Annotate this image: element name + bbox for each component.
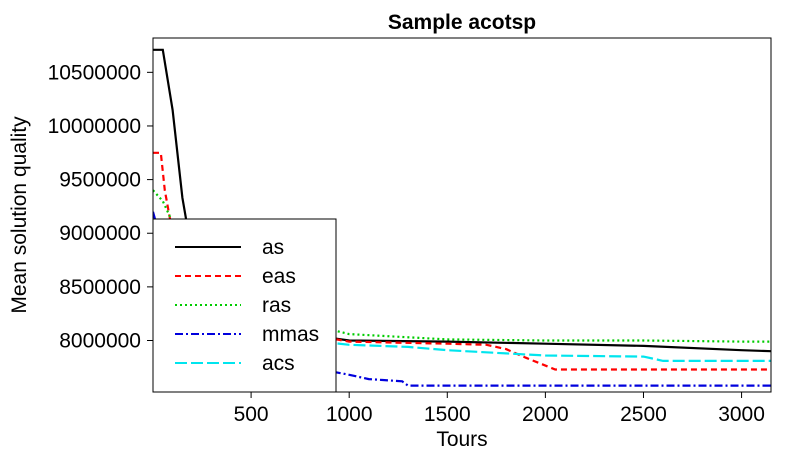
legend-label-as: as <box>262 236 284 259</box>
plot-frame <box>152 37 772 393</box>
x-tick-label: 2500 <box>620 403 667 426</box>
legend-label-ras: ras <box>262 294 291 317</box>
x-tick-label: 2000 <box>522 403 569 426</box>
x-axis: 500 1000 1500 2000 2500 3000 <box>234 392 765 426</box>
legend-label-mmas: mmas <box>262 323 319 346</box>
series-line-eas <box>153 151 771 371</box>
x-tick-label: 1500 <box>424 403 471 426</box>
y-tick-label: 9000000 <box>59 222 141 245</box>
legend-label-eas: eas <box>262 265 296 288</box>
y-tick-label: 8500000 <box>59 276 141 299</box>
series-line-acs <box>153 232 771 362</box>
x-tick-label: 1000 <box>326 403 373 426</box>
y-tick-label: 8000000 <box>59 330 141 353</box>
y-axis-label: Mean solution quality <box>8 116 31 314</box>
chart-title: Sample acotsp <box>388 11 536 34</box>
legend-label-acs: acs <box>262 352 295 375</box>
y-tick-label: 10000000 <box>48 115 141 138</box>
x-axis-label: Tours <box>436 428 487 450</box>
legend: as eas ras mmas acs <box>152 218 337 393</box>
x-tick-label: 500 <box>234 403 269 426</box>
y-axis: 8000000 8500000 9000000 9500000 10000000 1050… <box>48 61 153 353</box>
y-tick-label: 10500000 <box>48 61 141 84</box>
x-tick-label: 3000 <box>718 403 765 426</box>
y-tick-label: 9500000 <box>59 169 141 192</box>
